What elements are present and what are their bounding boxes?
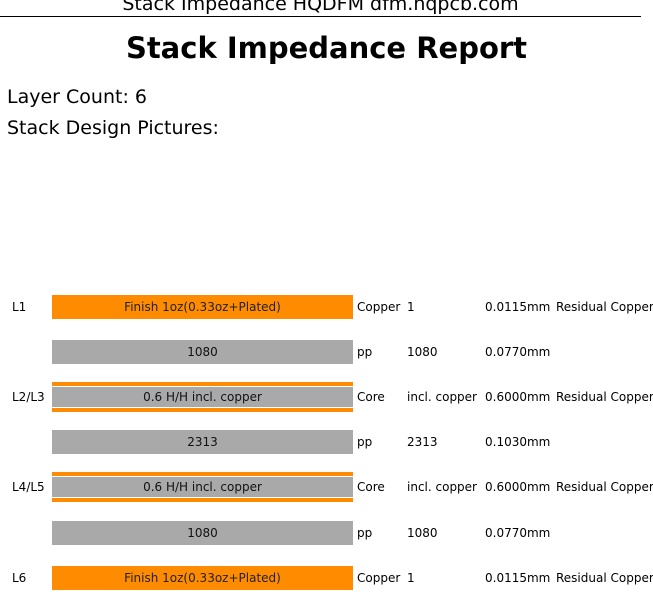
core-bottom-copper <box>52 498 353 502</box>
layer-spec: 1 <box>407 571 415 585</box>
stack-row-l1: L1 Finish 1oz(0.33oz+Plated) Copper 1 0.… <box>0 292 653 322</box>
layer-type: Copper <box>357 571 401 585</box>
layer-residual: Residual Copper <box>556 480 653 494</box>
copper-layer-bar: Finish 1oz(0.33oz+Plated) <box>52 295 353 319</box>
layer-spec: 1080 <box>407 526 438 540</box>
prepreg-bar: 1080 <box>52 521 353 545</box>
site-header: Stack Impedance HQDFM dfm.hqpcb.com <box>0 0 641 17</box>
core-top-copper <box>52 382 353 386</box>
copper-layer-bar: Finish 1oz(0.33oz+Plated) <box>52 566 353 590</box>
layer-residual: Residual Copper <box>556 571 653 585</box>
stack-row-pp-1: 1080 pp 1080 0.0770mm <box>0 337 653 367</box>
layer-count: Layer Count: 6 <box>7 86 147 108</box>
layer-thickness: 0.0115mm <box>485 300 551 314</box>
stack-row-l2-l3: L2/L3 0.6 H/H incl. copper Core incl. co… <box>0 382 653 412</box>
stack-row-l4-l5: L4/L5 0.6 H/H incl. copper Core incl. co… <box>0 472 653 502</box>
layer-thickness: 0.6000mm <box>485 390 551 404</box>
stack-row-pp-2: 2313 pp 2313 0.1030mm <box>0 427 653 457</box>
layer-spec: 1 <box>407 300 415 314</box>
prepreg-bar: 2313 <box>52 430 353 454</box>
layer-spec: incl. copper <box>407 480 477 494</box>
core-top-copper <box>52 472 353 476</box>
layer-type: pp <box>357 345 373 359</box>
core-bottom-copper <box>52 408 353 412</box>
layer-thickness: 0.0115mm <box>485 571 551 585</box>
prepreg-bar: 1080 <box>52 340 353 364</box>
layer-residual: Residual Copper <box>556 390 653 404</box>
layer-thickness: 0.0770mm <box>485 345 551 359</box>
layer-label: L2/L3 <box>12 390 45 404</box>
stack-pictures-label: Stack Design Pictures: <box>7 117 219 139</box>
layer-label: L6 <box>12 571 27 585</box>
layer-thickness: 0.6000mm <box>485 480 551 494</box>
report-title: Stack Impedance Report <box>125 31 528 65</box>
layer-type: pp <box>357 526 373 540</box>
stack-row-pp-3: 1080 pp 1080 0.0770mm <box>0 518 653 548</box>
layer-spec: incl. copper <box>407 390 477 404</box>
layer-spec: 2313 <box>407 435 438 449</box>
core-bar: 0.6 H/H incl. copper <box>52 477 353 497</box>
layer-label: L4/L5 <box>12 480 45 494</box>
layer-type: Copper <box>357 300 401 314</box>
stack-row-l6: L6 Finish 1oz(0.33oz+Plated) Copper 1 0.… <box>0 563 653 593</box>
layer-label: L1 <box>12 300 27 314</box>
layer-residual: Residual Copper <box>556 300 653 314</box>
stackup-diagram: L1 Finish 1oz(0.33oz+Plated) Copper 1 0.… <box>0 290 653 597</box>
core-bar: 0.6 H/H incl. copper <box>52 387 353 407</box>
layer-type: pp <box>357 435 373 449</box>
layer-thickness: 0.0770mm <box>485 526 551 540</box>
layer-spec: 1080 <box>407 345 438 359</box>
layer-type: Core <box>357 480 385 494</box>
layer-thickness: 0.1030mm <box>485 435 551 449</box>
layer-type: Core <box>357 390 385 404</box>
